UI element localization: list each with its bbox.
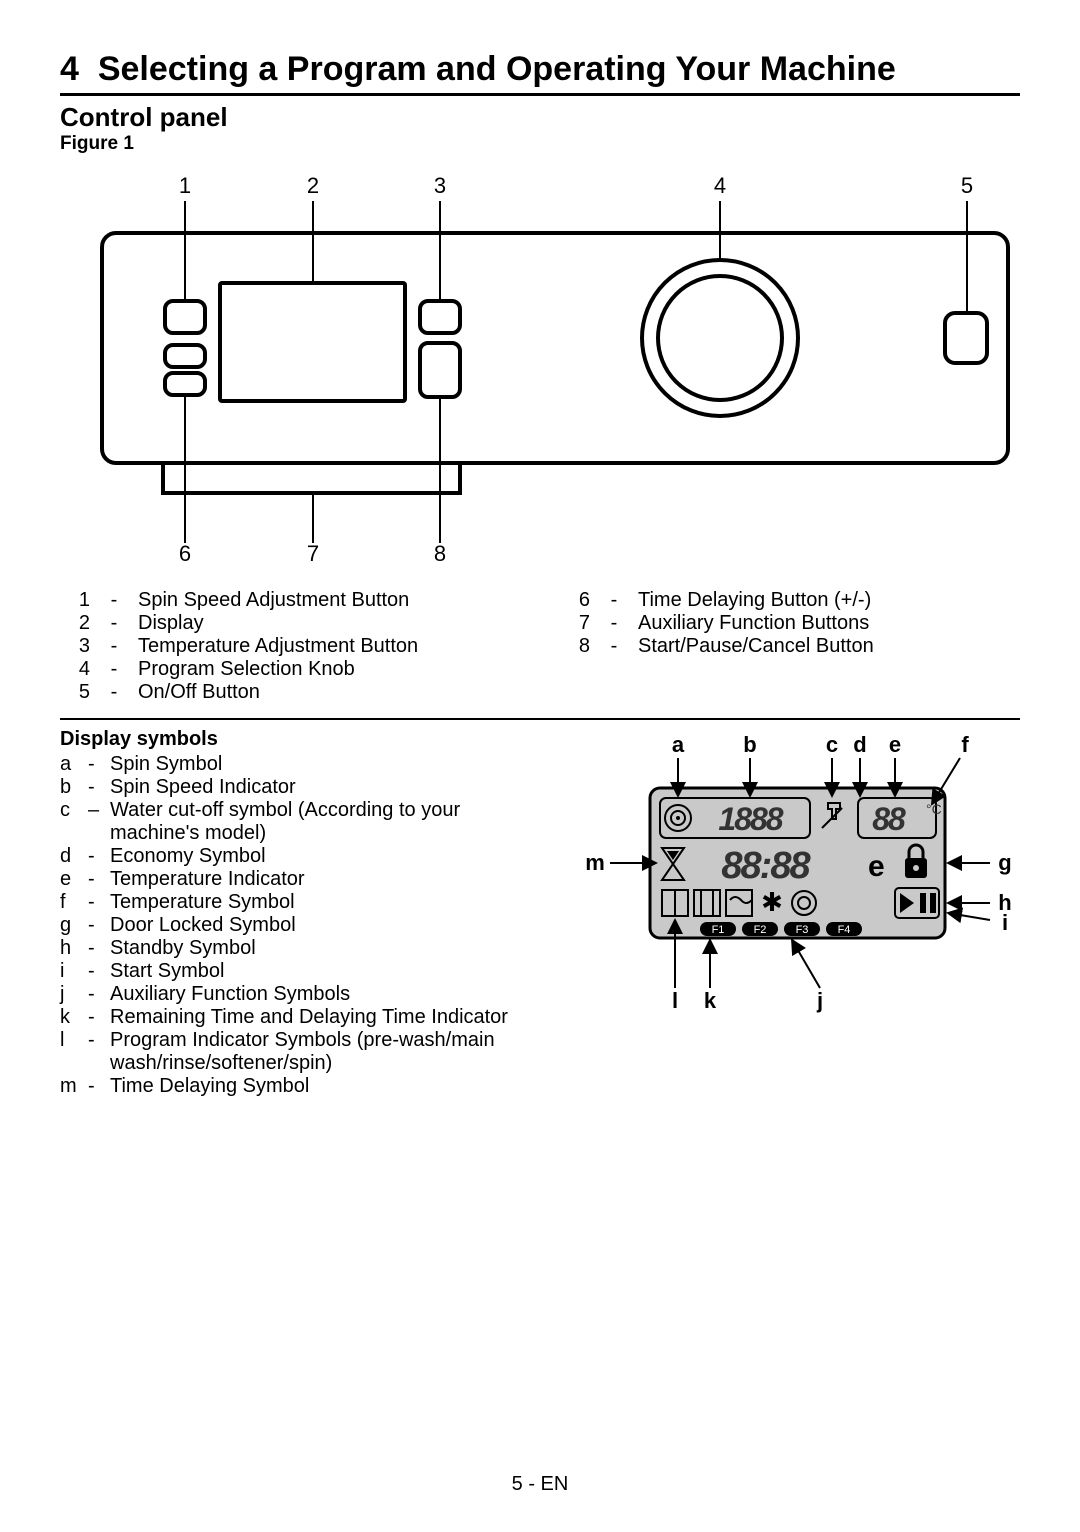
display-symbols-title: Display symbols: [60, 728, 530, 751]
lbl-k: k: [704, 988, 717, 1013]
sym-item: j-Auxiliary Function Symbols: [60, 983, 530, 1006]
degree-symbol: °C: [926, 801, 942, 817]
sym-item: k-Remaining Time and Delaying Time Indic…: [60, 1006, 530, 1029]
sym-item: g-Door Locked Symbol: [60, 914, 530, 937]
legend-item: 5-On/Off Button: [60, 681, 520, 704]
callout-4: 4: [714, 173, 726, 198]
sym-item: b-Spin Speed Indicator: [60, 776, 530, 799]
section-title: 4 Selecting a Program and Operating Your…: [60, 50, 1020, 96]
sym-item: c–Water cut-off symbol (According to you…: [60, 799, 530, 845]
callout-5: 5: [961, 173, 973, 198]
subtitle: Control panel: [60, 102, 1020, 133]
sym-item: h-Standby Symbol: [60, 937, 530, 960]
callout-6: 6: [179, 541, 191, 563]
sym-item: f-Temperature Symbol: [60, 891, 530, 914]
divider: [60, 718, 1020, 720]
legend-item: 1-Spin Speed Adjustment Button: [60, 589, 520, 612]
lbl-b: b: [743, 732, 756, 757]
figure-label: Figure 1: [60, 133, 1020, 155]
callout-2: 2: [307, 173, 319, 198]
display-symbols-list: Display symbols a-Spin Symbol b-Spin Spe…: [60, 728, 530, 1098]
sym-item: e-Temperature Indicator: [60, 868, 530, 891]
lbl-a: a: [672, 732, 685, 757]
sym-item: a-Spin Symbol: [60, 753, 530, 776]
legend-item: 6-Time Delaying Button (+/-): [560, 589, 1020, 612]
callout-3: 3: [434, 173, 446, 198]
lbl-g: g: [998, 850, 1011, 875]
sym-item: d-Economy Symbol: [60, 845, 530, 868]
legend-item: 2-Display: [60, 612, 520, 635]
callout-8: 8: [434, 541, 446, 563]
f4-label: F4: [838, 924, 851, 936]
section-title-text: Selecting a Program and Operating Your M…: [98, 50, 896, 88]
legend-item: 4-Program Selection Knob: [60, 658, 520, 681]
lbl-m: m: [585, 850, 605, 875]
time-value: 88:88: [721, 845, 811, 887]
spin-speed-value: 1888: [718, 801, 783, 837]
legend-item: 3-Temperature Adjustment Button: [60, 635, 520, 658]
economy-icon: e: [868, 850, 885, 883]
legend-item: 7-Auxiliary Function Buttons: [560, 612, 1020, 635]
page-footer: 5 - EN: [0, 1473, 1080, 1496]
sym-item: m-Time Delaying Symbol: [60, 1075, 530, 1098]
sym-item: l-Program Indicator Symbols (pre-wash/ma…: [60, 1029, 530, 1075]
softener-icon: ✱: [761, 887, 783, 917]
section-number: 4: [60, 50, 79, 88]
control-panel-diagram: 1 2 3 4 5 6 7 8: [100, 173, 1020, 563]
f2-label: F2: [754, 924, 767, 936]
f1-label: F1: [712, 924, 725, 936]
lbl-f: f: [961, 732, 969, 757]
f3-label: F3: [796, 924, 809, 936]
lcd-detail-figure: 1888 88 °C 88:88 e: [560, 728, 1020, 1034]
lbl-j: j: [816, 988, 823, 1013]
lbl-l: l: [672, 988, 678, 1013]
lbl-c: c: [826, 732, 838, 757]
callout-1: 1: [179, 173, 191, 198]
lbl-d: d: [853, 732, 866, 757]
panel-legend: 1-Spin Speed Adjustment Button 2-Display…: [60, 589, 1020, 704]
legend-col-left: 1-Spin Speed Adjustment Button 2-Display…: [60, 589, 520, 704]
lbl-i: i: [1002, 910, 1008, 935]
sym-item: i-Start Symbol: [60, 960, 530, 983]
callout-7: 7: [307, 541, 319, 563]
temperature-value: 88: [872, 801, 906, 837]
lbl-e: e: [889, 732, 901, 757]
legend-col-right: 6-Time Delaying Button (+/-) 7-Auxiliary…: [560, 589, 1020, 704]
legend-item: 8-Start/Pause/Cancel Button: [560, 635, 1020, 658]
svg-text:✱: ✱: [761, 887, 783, 917]
